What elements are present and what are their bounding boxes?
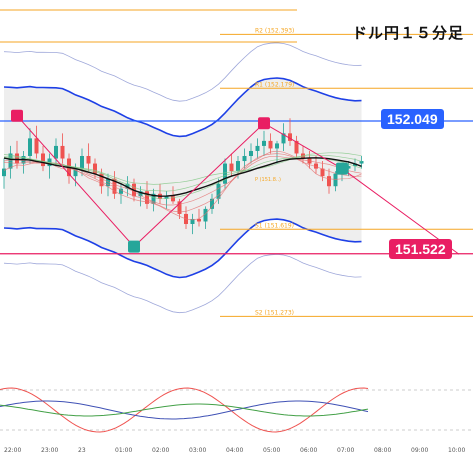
ma-black-line [3,157,362,197]
candle-body [203,208,208,222]
x-tick-label: 07:00 [337,447,354,454]
candle-body [2,168,6,177]
bollinger-band-3 [3,218,362,279]
candle-body [119,188,123,194]
x-tick-label: 04:00 [226,447,243,454]
x-tick-label: 08:00 [374,447,391,454]
x-tick-label: 23:00 [41,447,58,454]
candle-body [41,153,45,167]
osc-blue-line [0,400,369,420]
osc-red-line [0,387,369,433]
candle-body [99,173,104,187]
candle-body [210,198,214,209]
price-label-lower: 151.522 [389,239,452,259]
candle-body [314,163,318,169]
candle-body [190,218,195,224]
candle-body [255,145,260,151]
candle-body [106,178,110,187]
candle-body [327,176,331,187]
candle-body [275,143,279,149]
x-tick-label: 02:00 [152,447,169,454]
candle-body [151,193,156,204]
candle-body [294,140,299,154]
band-fill [4,78,362,278]
candle-body [229,163,234,172]
zigzag-marker-0 [11,109,23,122]
candle-body [262,140,266,146]
pivot-label-p: P (151.8..) [255,177,281,183]
candle-body [236,161,240,172]
zigzag-marker-1 [258,117,270,130]
pivot-label-r2: R2 (152.393) [255,27,294,34]
candle-body [197,218,201,222]
candle-body [54,145,58,159]
zigzag-marker-3 [336,162,348,175]
candle-body [249,150,253,156]
x-tick-label: 09:00 [411,447,428,454]
pivot-label-r1: R1 (152.179) [255,81,294,88]
candle-body [171,196,175,202]
candle-body [268,140,273,149]
ma-ribbon-0 [3,150,362,221]
candle-body [112,178,117,194]
candle-body [34,138,39,154]
candle-body [60,145,65,159]
chart-title: ドル円１５分足 [352,24,465,42]
x-tick-label: 23 [78,447,86,454]
candle-body [320,168,325,177]
candle-body [359,161,364,164]
candle-body [346,166,351,169]
candle-body [288,133,292,141]
x-tick-label: 05:00 [263,447,280,454]
candle-body [177,201,182,214]
ma-ribbon-5 [3,152,362,185]
candle-body [80,156,84,169]
bollinger-band-0 [3,42,362,102]
candle-body [242,156,247,162]
candle-body [145,191,149,204]
x-tick-label: 03:00 [189,447,206,454]
x-tick-label: 01:00 [115,447,132,454]
candle-body [73,168,78,177]
price-label-upper: 152.049 [381,109,444,129]
candle-body [216,183,221,199]
pivot-label-s1: S1 (151.619) [255,222,294,229]
candle-body [125,183,130,189]
candle-body [86,156,91,164]
candle-body [281,133,286,144]
zigzag-marker-2 [128,240,140,253]
x-tick-label: 06:00 [300,447,317,454]
x-tick-label: 22:00 [4,447,21,454]
candle-body [138,191,143,197]
candle-body [353,163,357,167]
candle-body [164,196,169,199]
x-tick-label: 10:00 [448,447,465,454]
bollinger-band-2 [3,77,362,138]
pivot-label-s2: S2 (151.273) [255,309,294,316]
osc-green-line [0,403,369,417]
candle-body [8,153,13,169]
candle-body [93,163,97,174]
candle-body [15,153,19,164]
bollinger-band-1 [3,253,362,314]
candle-body [223,163,227,184]
candle-body [333,173,338,187]
candle-body [28,138,32,156]
